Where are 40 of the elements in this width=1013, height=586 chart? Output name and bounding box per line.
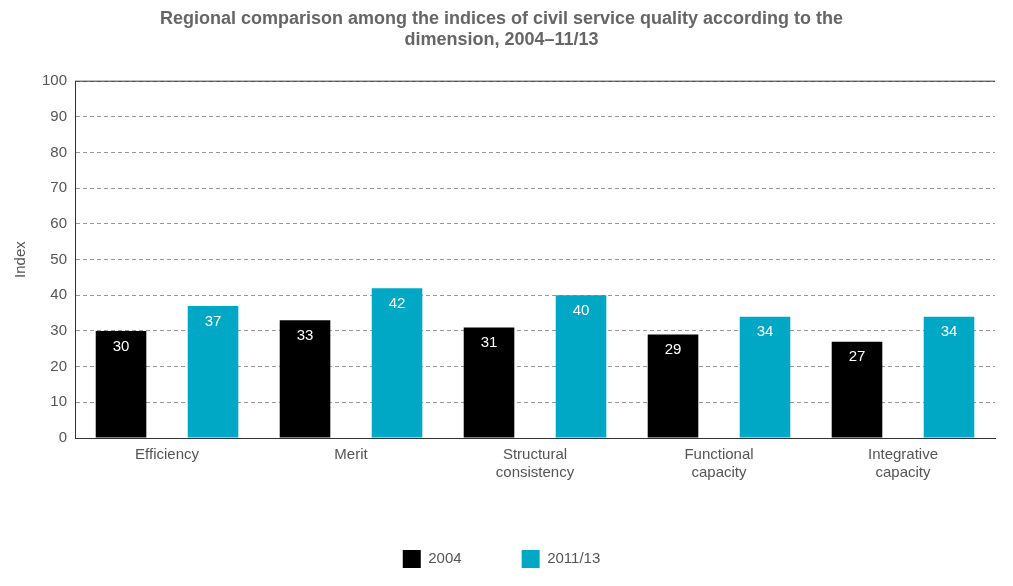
bar bbox=[187, 305, 239, 438]
y-tick-label: 30 bbox=[50, 321, 68, 339]
y-axis-title: Index bbox=[11, 240, 29, 278]
bar bbox=[923, 316, 975, 438]
data-label: 42 bbox=[388, 293, 406, 311]
y-tick-label: 60 bbox=[50, 214, 68, 232]
x-tick-label: Efficiency bbox=[135, 445, 200, 463]
bar bbox=[555, 295, 607, 438]
bar bbox=[739, 316, 791, 438]
bar bbox=[279, 320, 331, 438]
data-label: 33 bbox=[296, 325, 314, 343]
y-tick-label: 50 bbox=[50, 249, 68, 267]
data-label: 30 bbox=[112, 336, 130, 354]
bar bbox=[95, 330, 147, 438]
data-label: 40 bbox=[572, 300, 590, 318]
x-tick-label: Functional capacity bbox=[684, 445, 754, 481]
legend-label: 2004 bbox=[428, 549, 462, 567]
data-label: 34 bbox=[756, 322, 774, 340]
x-tick-label: Merit bbox=[334, 445, 369, 463]
data-label: 34 bbox=[940, 322, 958, 340]
y-tick-label: 90 bbox=[50, 107, 68, 125]
y-tick-label: 0 bbox=[58, 428, 68, 446]
x-tick-label: Structural consistency bbox=[495, 445, 575, 481]
data-label: 31 bbox=[480, 333, 498, 351]
data-label: 29 bbox=[664, 340, 682, 358]
bar bbox=[371, 288, 423, 438]
chart-title: Regional comparison among the indices of civil service quality according to the dimension, 2004–11/13 bbox=[159, 7, 844, 50]
bar bbox=[463, 327, 515, 438]
y-tick-label: 10 bbox=[50, 392, 68, 410]
bar bbox=[831, 341, 883, 438]
y-tick-label: 20 bbox=[50, 356, 68, 374]
y-tick-label: 100 bbox=[42, 71, 68, 89]
x-tick-label: Integrative capacity bbox=[867, 445, 939, 481]
data-label: 37 bbox=[204, 311, 222, 329]
data-label: 27 bbox=[848, 347, 866, 365]
bar bbox=[647, 334, 699, 438]
y-tick-label: 70 bbox=[50, 178, 68, 196]
y-tick-label: 40 bbox=[50, 285, 68, 303]
legend-label: 2011/13 bbox=[547, 549, 601, 567]
y-tick-label: 80 bbox=[50, 142, 68, 160]
